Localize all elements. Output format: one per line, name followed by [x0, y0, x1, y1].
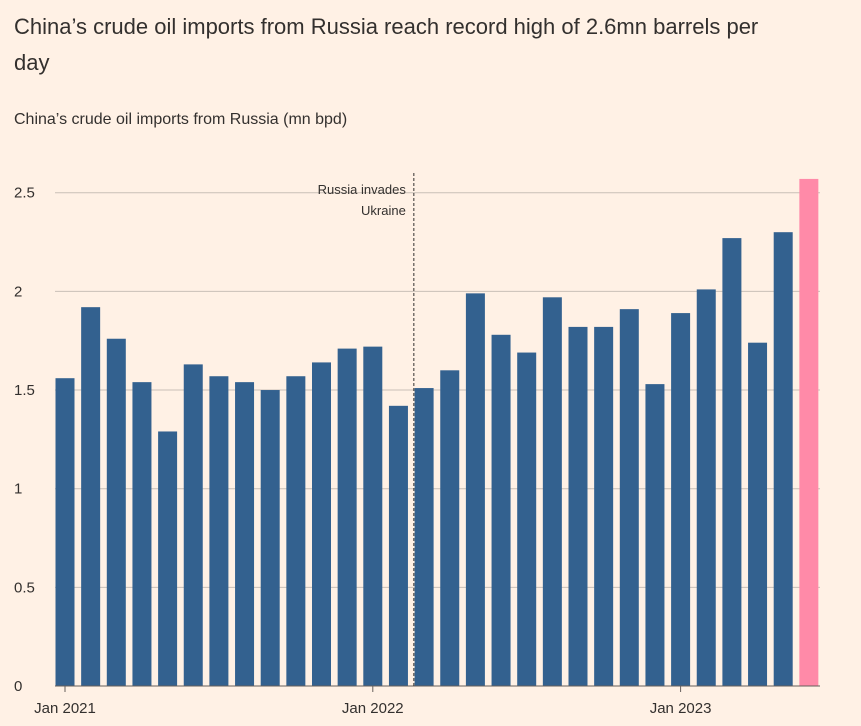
y-tick-label: 1.5 [14, 382, 35, 399]
bar [312, 362, 331, 686]
chart-title-line-1: China’s crude oil imports from Russia re… [14, 14, 758, 39]
chart-title-line-2: day [14, 50, 49, 75]
bar [773, 232, 793, 686]
bar [722, 238, 742, 686]
bar [260, 390, 280, 686]
x-tick-label: Jan 2022 [342, 700, 404, 717]
bar [132, 382, 152, 686]
bar [209, 376, 229, 686]
bar [748, 342, 768, 686]
bar [671, 313, 691, 686]
annotation: Ukraine [361, 203, 406, 218]
bar [414, 388, 434, 686]
bar [696, 289, 716, 686]
bar [286, 376, 306, 686]
bar [517, 352, 537, 686]
bar [183, 364, 203, 686]
y-tick-label: 2 [14, 283, 22, 300]
bar [81, 307, 101, 686]
bar [55, 378, 75, 686]
bar [799, 178, 819, 686]
annotation: Russia invades [318, 182, 407, 197]
bar [235, 382, 255, 686]
bar [440, 370, 460, 686]
y-tick-label: 2.5 [14, 185, 35, 202]
x-tick-label: Jan 2023 [650, 700, 712, 717]
bar [594, 326, 614, 686]
bar [158, 431, 178, 686]
y-tick-label: 0.5 [14, 579, 35, 596]
bar [465, 293, 485, 686]
bar [568, 326, 588, 686]
bar [337, 348, 357, 686]
y-tick-label: 1 [14, 481, 22, 498]
bar [388, 405, 408, 686]
bar [542, 297, 562, 686]
bar [619, 309, 639, 686]
x-tick-label: Jan 2021 [34, 700, 96, 717]
bar [363, 346, 383, 686]
chart-subtitle: China’s crude oil imports from Russia (m… [14, 111, 347, 128]
bar [491, 334, 511, 686]
y-tick-label: 0 [14, 678, 22, 695]
bar [106, 338, 126, 686]
bar [645, 384, 665, 686]
